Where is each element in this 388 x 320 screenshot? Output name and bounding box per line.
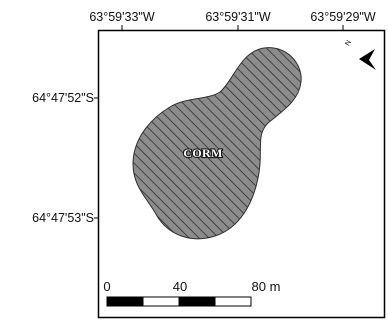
north-arrow-icon	[359, 49, 376, 70]
scale-bar	[106, 296, 252, 307]
longitude-label-1: 63°59'33"W	[89, 10, 155, 24]
longitude-label-3: 63°59'29"W	[310, 10, 376, 24]
area-label: CORM	[183, 146, 222, 160]
map-frame	[97, 29, 386, 319]
longitude-label-2: 63°59'31"W	[205, 10, 271, 24]
scale-label-80: 80 m	[252, 279, 281, 294]
latitude-label-2: 64°47'53"S	[32, 211, 94, 225]
latitude-label-1: 64°47'52"S	[32, 91, 94, 105]
scale-label-0: 0	[103, 279, 110, 294]
north-arrow-label: N	[344, 39, 353, 47]
scale-label-40: 40	[173, 279, 187, 294]
corm-area-polygon	[132, 47, 302, 240]
